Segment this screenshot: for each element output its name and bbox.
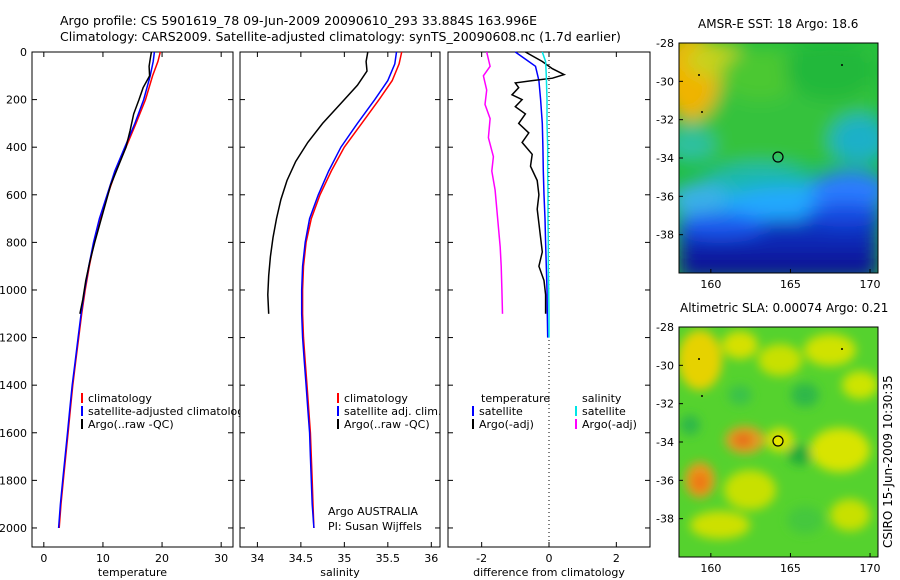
salinity-legend-label: Argo(..raw -QC) <box>344 418 430 431</box>
salinity-panel: 34 34.5 35 35.5 36 salinity climatologysatelli… <box>239 51 441 579</box>
sla-map-ytick-label: -28 <box>656 321 674 334</box>
pi-note: PI: Susan Wijffels <box>328 520 422 533</box>
salinity-xtick-label: 36 <box>424 552 438 565</box>
difference-series-line <box>514 51 549 338</box>
depth-tick-label: 1200 <box>0 332 27 345</box>
salinity-xlabel: salinity <box>320 566 360 579</box>
sst-map-xtick-label: 165 <box>780 278 801 291</box>
temperature-panel: 0 10 20 30 0 200 400 600 800 1000 1200 1400 1600 1800… <box>0 46 251 579</box>
difference-xtick-label: -2 <box>476 552 487 565</box>
sst-map-ytick-label: -38 <box>656 229 674 242</box>
sst-map-xtick-label: 160 <box>700 278 721 291</box>
depth-tick-label: 1800 <box>0 474 27 487</box>
sst-argo-marker <box>772 151 784 163</box>
sst-map-ytick-label: -36 <box>656 190 674 203</box>
figure-title-line1: Argo profile: CS 5901619_78 09-Jun-2009 … <box>60 13 537 28</box>
difference-temp-legend-label: satellite <box>479 405 523 418</box>
salinity-series-line <box>301 51 403 529</box>
figure-title-line2: Climatology: CARS2009. Satellite-adjuste… <box>60 29 621 44</box>
salinity-xtick-label: 34.5 <box>289 552 314 565</box>
difference-temp-legend-label: Argo(-adj) <box>479 418 534 431</box>
sla-map-ytick-label: -34 <box>656 436 674 449</box>
sla-map-ytick-label: -30 <box>656 359 674 372</box>
sst-map-ytick-label: -32 <box>656 114 674 127</box>
depth-tick-label: 200 <box>6 94 27 107</box>
depth-tick-label: 600 <box>6 189 27 202</box>
sla-argo-marker <box>772 435 784 447</box>
sla-map-ytick-label: -38 <box>656 513 674 526</box>
difference-sal-legend-label: Argo(-adj) <box>582 418 637 431</box>
sla-map-field <box>679 327 878 557</box>
sla-map-xtick-label: 170 <box>860 562 881 575</box>
sst-map-field <box>679 43 878 273</box>
csiro-timestamp: CSIRO 15-Jun-2009 10:30:35 <box>881 375 895 548</box>
sla-map-xtick-label: 165 <box>780 562 801 575</box>
sst-map-ytick-label: -28 <box>656 37 674 50</box>
temperature-xtick-label: 0 <box>40 552 47 565</box>
difference-xtick-label: 2 <box>613 552 620 565</box>
difference-series-line <box>482 51 504 314</box>
difference-sal-legend-label: satellite <box>582 405 626 418</box>
sst-map-title: AMSR-E SST: 18 Argo: 18.6 <box>698 17 858 31</box>
salinity-legend-label: climatology <box>344 392 408 405</box>
salinity-series-line <box>267 51 369 314</box>
difference-legend-title-temperature: temperature <box>481 392 550 405</box>
temperature-xtick-label: 30 <box>214 552 228 565</box>
sla-map-ytick-label: -36 <box>656 474 674 487</box>
depth-tick-label: 0 <box>20 46 27 59</box>
temperature-legend-label: climatology <box>88 392 152 405</box>
salinity-series-line <box>300 51 398 529</box>
temperature-legend-label: satellite-adjusted climatology <box>88 405 251 418</box>
salinity-legend-label: satellite adj. clim. <box>344 405 441 418</box>
temperature-xtick-label: 10 <box>96 552 110 565</box>
difference-xtick-label: 0 <box>546 552 553 565</box>
sst-map-ytick-label: -34 <box>656 152 674 165</box>
sst-map-xtick-label: 170 <box>860 278 881 291</box>
sla-map-xtick-label: 160 <box>700 562 721 575</box>
temperature-xlabel: temperature <box>98 566 167 579</box>
depth-tick-label: 1600 <box>0 427 27 440</box>
sla-map-panel: Altimetric SLA: 0.00074 Argo: 0.21 <box>656 301 888 575</box>
sla-map-ytick-label: -32 <box>656 398 674 411</box>
temperature-frame <box>31 51 234 548</box>
depth-tick-label: 800 <box>6 236 27 249</box>
salinity-xtick-label: 34 <box>250 552 264 565</box>
sla-map-title: Altimetric SLA: 0.00074 Argo: 0.21 <box>680 301 888 315</box>
depth-tick-label: 1000 <box>0 284 27 297</box>
difference-xlabel: difference from climatology <box>473 566 625 579</box>
sla-map-axes: 160 165 170 -28 -30 -32 -34 -36 -38 <box>656 321 881 575</box>
depth-tick-label: 400 <box>6 141 27 154</box>
salinity-frame <box>239 51 441 548</box>
temperature-legend-label: Argo(..raw -QC) <box>88 418 174 431</box>
sst-map-axes: 160 165 170 -28 -30 -32 -34 -36 -38 <box>656 37 881 291</box>
sst-map-panel: AMSR-E SST: 18 Argo: 18.6 <box>656 17 881 291</box>
difference-series-line <box>541 51 550 338</box>
difference-legend-title-salinity: salinity <box>582 392 622 405</box>
sst-map-ytick-label: -30 <box>656 75 674 88</box>
temperature-series-line <box>79 51 153 314</box>
salinity-xtick-label: 35.5 <box>376 552 401 565</box>
depth-tick-label: 1400 <box>0 379 27 392</box>
argo-australia-note: Argo AUSTRALIA <box>328 505 418 518</box>
temperature-xtick-label: 20 <box>155 552 169 565</box>
depth-tick-label: 2000 <box>0 522 27 535</box>
salinity-xtick-label: 35 <box>337 552 351 565</box>
